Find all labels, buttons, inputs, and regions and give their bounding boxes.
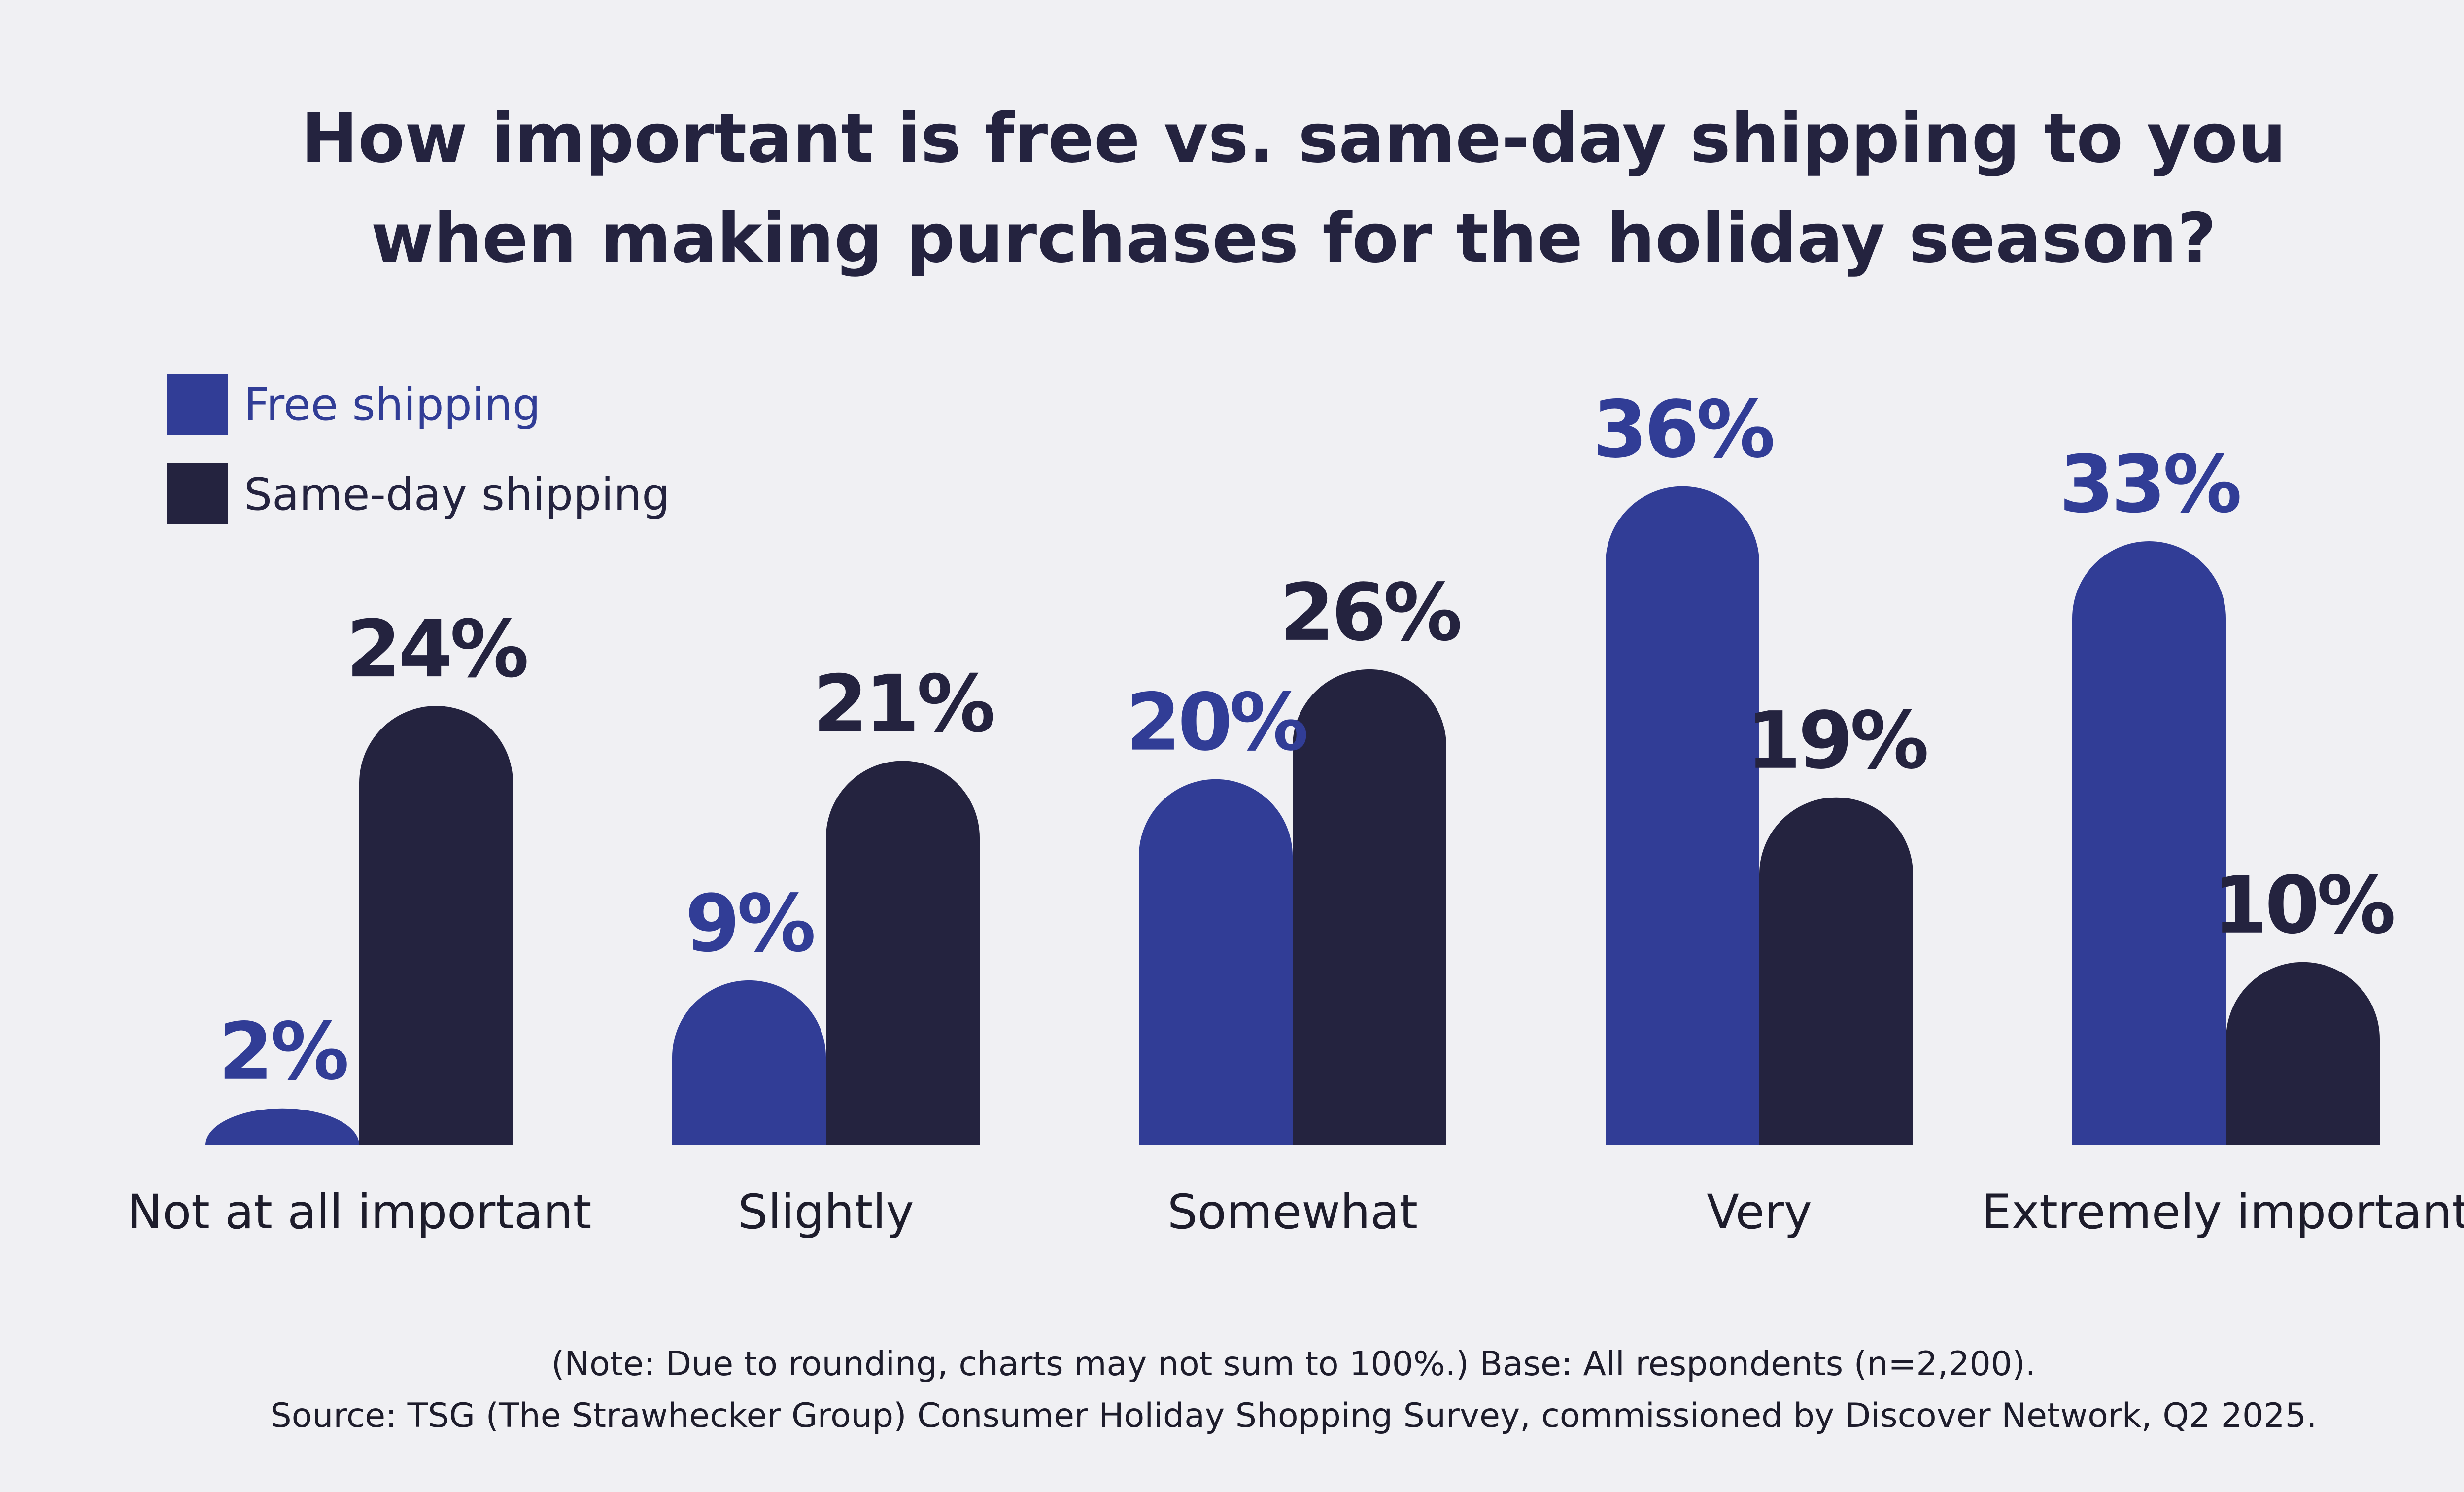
bar-free-shipping-very bbox=[1606, 486, 1759, 1145]
category-label-very: Very bbox=[1707, 1184, 1812, 1240]
legend-label-same-day-shipping: Same-day shipping bbox=[244, 469, 670, 520]
bar-free-shipping-somewhat bbox=[1139, 779, 1293, 1145]
value-label-free-shipping-somewhat: 20% bbox=[1126, 676, 1307, 768]
category-labels: Not at all important Slightly Somewhat Very… bbox=[127, 1184, 2464, 1240]
chart-title-line-2: when making purchases for the holiday se… bbox=[371, 199, 2216, 278]
legend-swatch-free-shipping bbox=[167, 374, 228, 435]
value-label-same-day-shipping-extremely-important: 10% bbox=[2213, 859, 2394, 951]
category-label-not-at-all-important: Not at all important bbox=[127, 1184, 592, 1240]
value-labels: 2% 24% 9% 21% 20% 26% 36% 19% 33% 10% bbox=[218, 383, 2396, 1098]
value-label-free-shipping-not-at-all-important: 2% bbox=[218, 1006, 347, 1098]
value-label-free-shipping-extremely-important: 33% bbox=[2059, 438, 2240, 530]
bar-same-day-shipping-somewhat bbox=[1293, 669, 1446, 1145]
bar-free-shipping-slightly bbox=[672, 980, 826, 1145]
value-label-same-day-shipping-somewhat: 26% bbox=[1280, 566, 1461, 659]
legend: Free shipping Same-day shipping bbox=[167, 374, 670, 524]
category-label-extremely-important: Extremely important bbox=[1982, 1184, 2464, 1240]
bar-free-shipping-not-at-all-important bbox=[205, 1108, 359, 1145]
footnote-line-1: (Note: Due to rounding, charts may not s… bbox=[551, 1345, 2036, 1384]
category-label-somewhat: Somewhat bbox=[1167, 1184, 1418, 1240]
legend-label-free-shipping: Free shipping bbox=[244, 379, 541, 431]
legend-swatch-same-day-shipping bbox=[167, 463, 228, 524]
bar-free-shipping-extremely-important bbox=[2072, 541, 2226, 1145]
value-label-free-shipping-slightly: 9% bbox=[685, 877, 814, 970]
bar-same-day-shipping-extremely-important bbox=[2226, 962, 2380, 1145]
chart-title-line-1: How important is free vs. same-day shipp… bbox=[301, 99, 2286, 178]
value-label-free-shipping-very: 36% bbox=[1593, 383, 1774, 476]
bar-same-day-shipping-very bbox=[1759, 797, 1913, 1145]
value-label-same-day-shipping-not-at-all-important: 24% bbox=[346, 603, 527, 695]
bar-same-day-shipping-not-at-all-important bbox=[359, 706, 513, 1145]
footnote-line-2: Source: TSG (The Strawhecker Group) Cons… bbox=[271, 1396, 2317, 1435]
bars-layer bbox=[205, 486, 2380, 1145]
bar-same-day-shipping-slightly bbox=[826, 761, 980, 1145]
category-label-slightly: Slightly bbox=[738, 1184, 914, 1240]
value-label-same-day-shipping-very: 19% bbox=[1746, 694, 1927, 787]
value-label-same-day-shipping-slightly: 21% bbox=[813, 658, 994, 750]
